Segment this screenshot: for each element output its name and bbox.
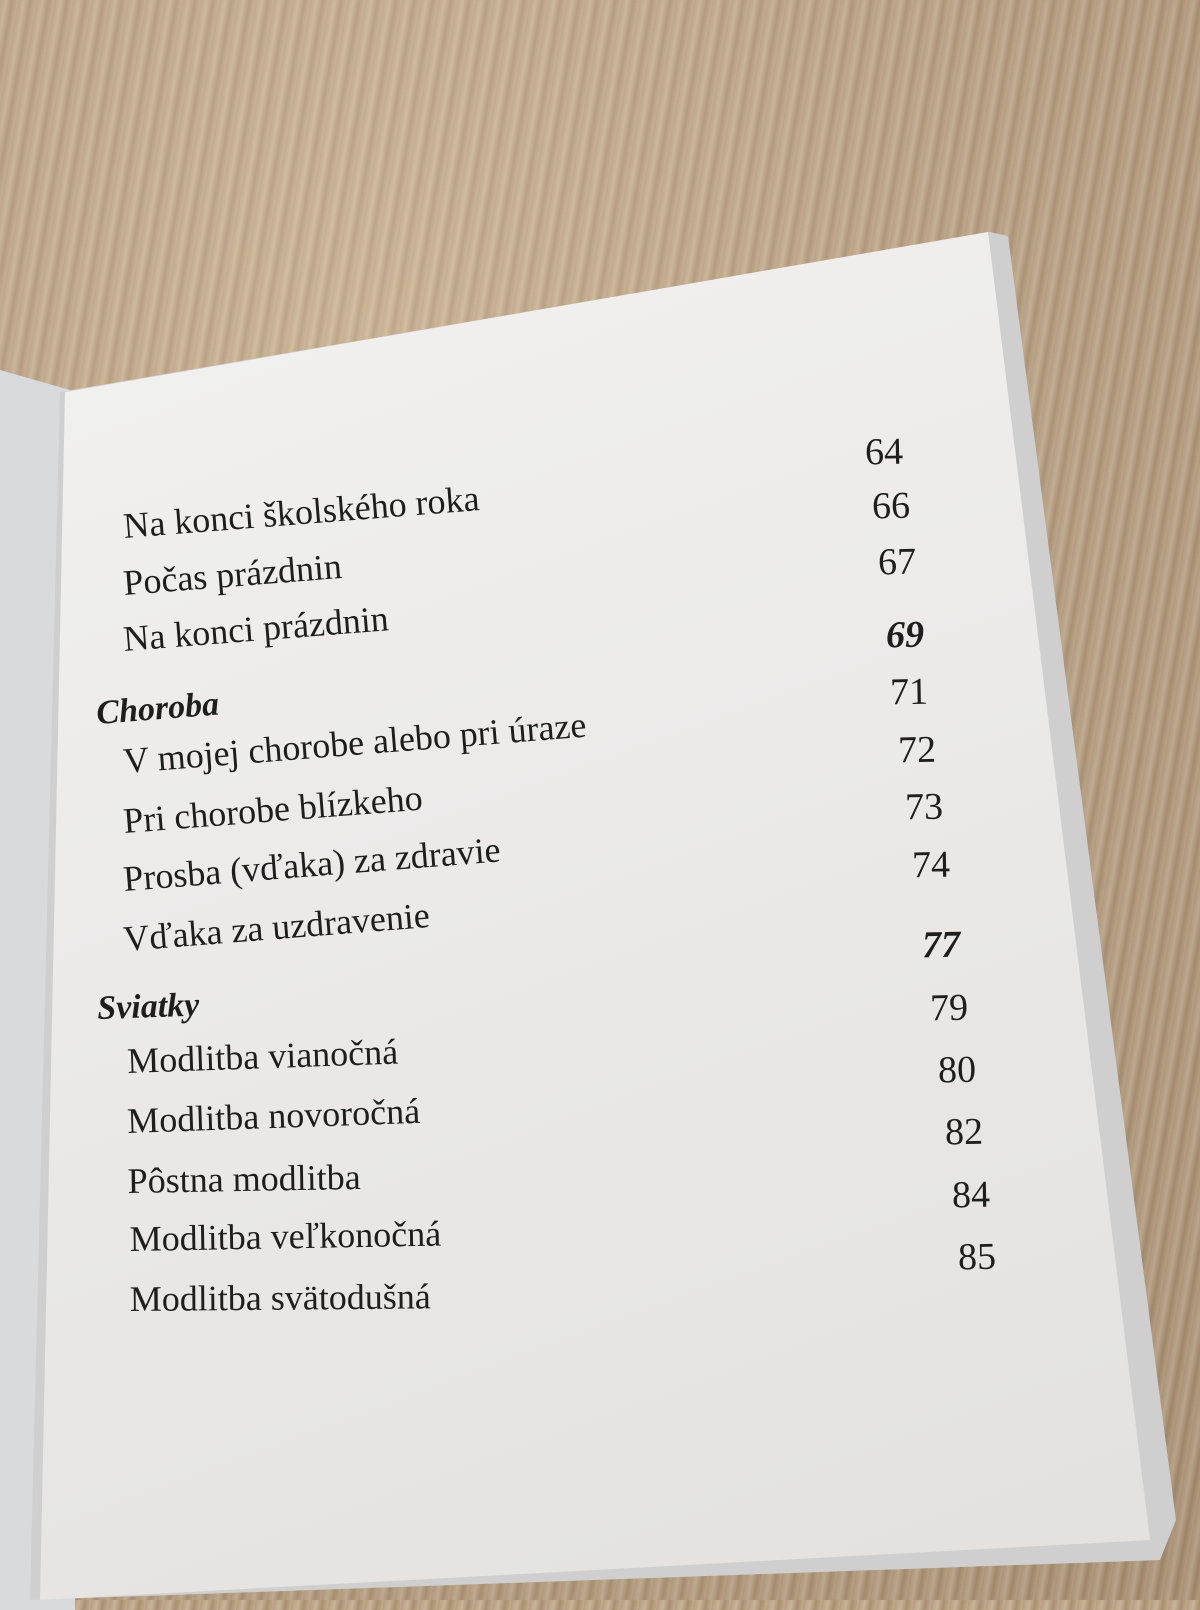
toc-page-number: 73 bbox=[904, 785, 944, 829]
toc-section-heading: Sviatky bbox=[96, 986, 200, 1028]
toc-page-number: 80 bbox=[937, 1048, 977, 1092]
toc-entry-title: Modlitba svätodušná bbox=[129, 1276, 431, 1319]
toc-page-number: 77 bbox=[921, 923, 961, 967]
toc-page-number: 84 bbox=[951, 1173, 991, 1217]
toc-page-number: 66 bbox=[871, 484, 911, 528]
toc-entry-title: Pôstna modlitba bbox=[127, 1156, 361, 1202]
toc-page-number: 67 bbox=[877, 540, 917, 584]
toc-page-number: 79 bbox=[929, 986, 969, 1030]
toc-page-number: 64 bbox=[864, 430, 904, 474]
toc-page-number: 74 bbox=[911, 843, 951, 887]
toc-page-number: 71 bbox=[889, 670, 929, 714]
toc-entry-title: Modlitba veľkonočná bbox=[129, 1213, 442, 1260]
toc-page-number: 85 bbox=[957, 1235, 997, 1279]
toc-page-number: 69 bbox=[885, 613, 925, 657]
toc-page-number: 82 bbox=[944, 1110, 984, 1154]
toc-page-number: 72 bbox=[897, 728, 937, 772]
